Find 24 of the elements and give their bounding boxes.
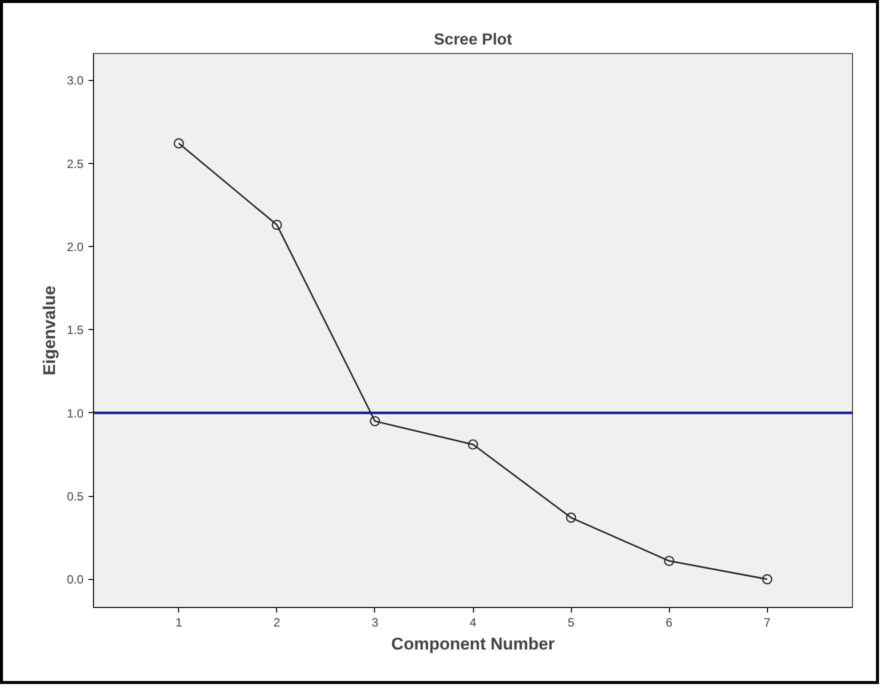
point xyxy=(174,138,184,148)
x-tick-label: 6 xyxy=(666,616,673,630)
point xyxy=(370,416,380,426)
x-tick-label: 7 xyxy=(764,616,771,630)
x-tick-label: 4 xyxy=(470,616,477,630)
y-tick-label: 0.0 xyxy=(66,572,84,587)
y-axis-title: Eigenvalue xyxy=(40,286,59,376)
point xyxy=(762,574,772,584)
x-tick-label: 3 xyxy=(372,616,379,630)
x-tick-label: 1 xyxy=(175,616,182,630)
point xyxy=(468,439,478,450)
y-tick-label: 0.5 xyxy=(66,490,84,504)
x-axis-title: Component Number xyxy=(391,634,556,654)
y-tick-label: 2.5 xyxy=(66,156,84,171)
y-tick-label: 1.5 xyxy=(66,323,84,338)
y-tick-label: 1.0 xyxy=(66,406,84,420)
y-tick-label: 3.0 xyxy=(66,74,84,88)
point xyxy=(566,512,576,523)
chart-title: Scree Plot xyxy=(434,32,513,48)
x-tick-label: 5 xyxy=(568,616,575,630)
y-tick-label: 2.0 xyxy=(66,240,84,254)
x-tick-label: 2 xyxy=(274,616,281,630)
point xyxy=(664,556,674,566)
point xyxy=(272,220,282,230)
